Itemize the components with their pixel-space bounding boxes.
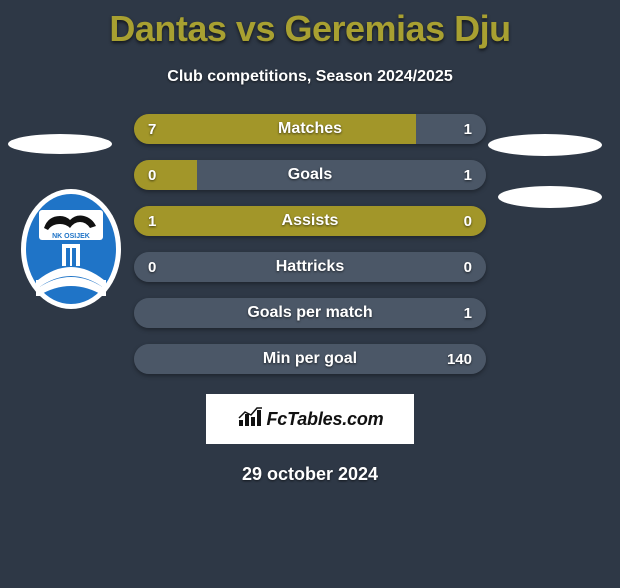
- stat-bar-left: [134, 206, 486, 236]
- page-title: Dantas vs Geremias Dju: [0, 8, 620, 50]
- stat-row: 0 0 Hattricks: [134, 252, 486, 282]
- stat-row: 1 Goals per match: [134, 298, 486, 328]
- stat-bar-left: [134, 160, 197, 190]
- fctables-logo: FcTables.com: [206, 394, 414, 444]
- stat-row: 7 1 Matches: [134, 114, 486, 144]
- stat-bar-left: [134, 114, 416, 144]
- stat-bar-right: [416, 114, 486, 144]
- stat-bar-right: [134, 298, 486, 328]
- stat-row: 0 1 Goals: [134, 160, 486, 190]
- stat-bar-right: [134, 344, 486, 374]
- stat-row: 1 0 Assists: [134, 206, 486, 236]
- stat-bar-right: [197, 160, 486, 190]
- page-subtitle: Club competitions, Season 2024/2025: [0, 68, 620, 86]
- ellipse-top-right: [488, 134, 602, 156]
- comparison-bars: 7 1 Matches 0 1 Goals 1 0 Assists 0 0 Ha…: [134, 114, 486, 374]
- logo-text: FcTables.com: [267, 409, 384, 430]
- svg-text:NK OSIJEK: NK OSIJEK: [52, 233, 90, 240]
- ellipse-top-left: [8, 134, 112, 154]
- stat-row: 140 Min per goal: [134, 344, 486, 374]
- page-date: 29 october 2024: [0, 464, 620, 485]
- ellipse-mid-right: [498, 186, 602, 208]
- stat-bar-right: [310, 252, 486, 282]
- club-crest: NK OSIJEK: [20, 188, 122, 310]
- bars-icon: [237, 406, 263, 433]
- stat-bar-left: [134, 252, 310, 282]
